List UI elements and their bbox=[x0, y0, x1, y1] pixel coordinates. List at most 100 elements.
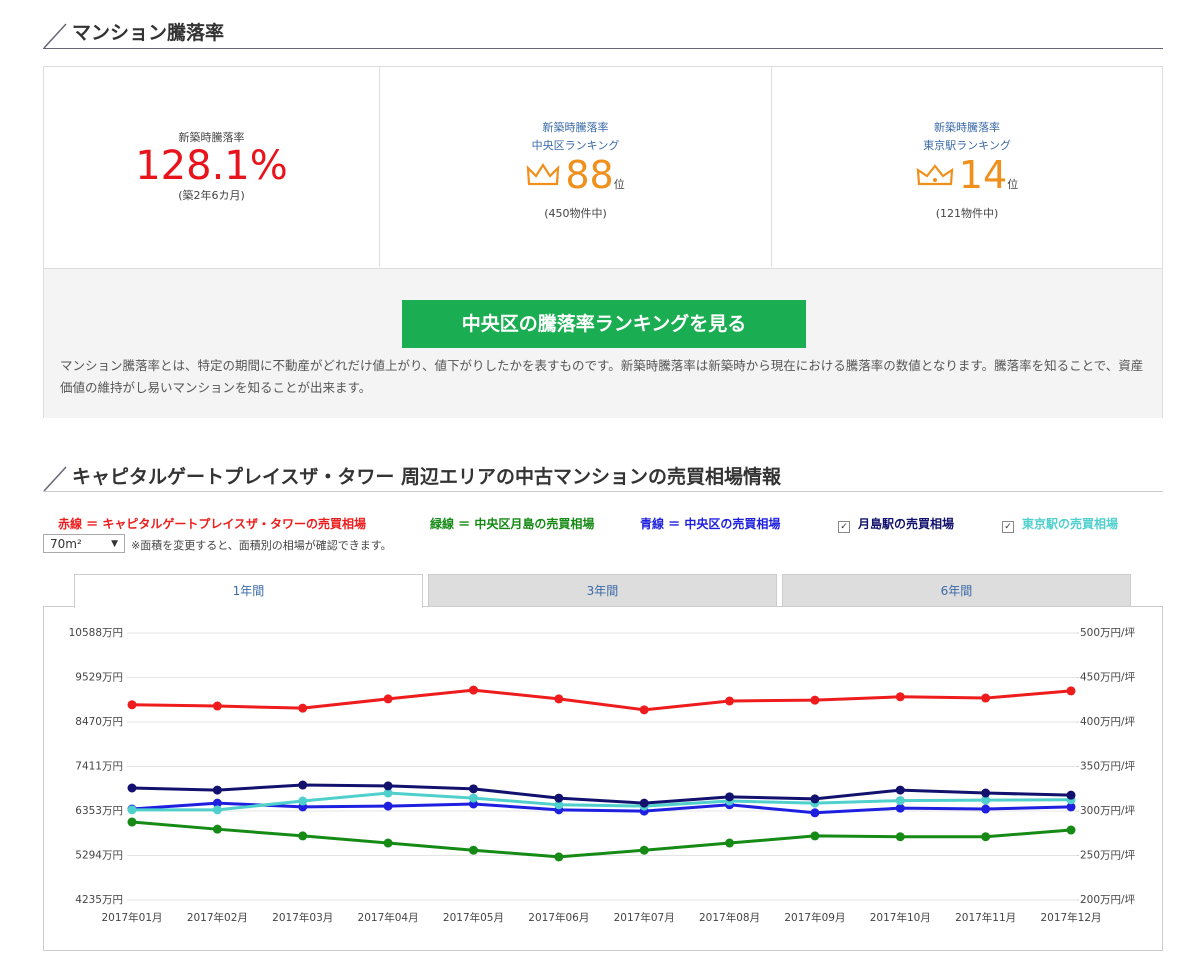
chart-frame bbox=[43, 606, 1163, 951]
heading-rule bbox=[43, 48, 1163, 49]
y-tick-label: 7411万円 bbox=[75, 761, 123, 773]
data-point bbox=[554, 800, 564, 810]
checkbox[interactable]: ✓ bbox=[1002, 521, 1014, 533]
data-point bbox=[725, 792, 735, 802]
data-point bbox=[383, 781, 393, 791]
data-point bbox=[895, 803, 905, 813]
y2-tick-label: 450万円/坪 bbox=[1080, 671, 1136, 684]
data-point bbox=[639, 798, 649, 808]
legend-entry[interactable]: ✓ 東京駅の売買相場 bbox=[1002, 515, 1118, 533]
x-tick-label: 2017年05月 bbox=[443, 911, 504, 924]
y-tick-label: 5294万円 bbox=[75, 849, 123, 861]
data-point bbox=[468, 784, 478, 794]
heading-slash bbox=[43, 23, 67, 49]
y-tick-label: 6353万円 bbox=[75, 805, 123, 817]
rank: 14位 bbox=[772, 155, 1162, 205]
heading-rule bbox=[43, 491, 1163, 492]
data-point bbox=[468, 793, 478, 803]
data-point bbox=[554, 694, 564, 704]
y2-tick-label: 300万円/坪 bbox=[1080, 804, 1136, 817]
stat-label: 新築時騰落率 bbox=[934, 121, 1000, 134]
area-select[interactable]: 70m² ▼ bbox=[43, 534, 125, 553]
legend-label: 赤線 ＝ キャピタルゲートプレイスザ・タワーの売買相場 bbox=[58, 517, 366, 531]
data-point bbox=[383, 838, 393, 848]
x-tick-label: 2017年04月 bbox=[358, 911, 419, 924]
x-tick-label: 2017年09月 bbox=[784, 911, 845, 924]
y2-tick-label: 500万円/坪 bbox=[1080, 626, 1136, 639]
data-point bbox=[212, 824, 222, 834]
legend-label: 青線 ＝ 中央区の売買相場 bbox=[640, 517, 781, 531]
heading-slash bbox=[43, 466, 67, 492]
legend-entry[interactable]: ✓ 月島駅の売買相場 bbox=[838, 515, 954, 533]
crown-icon bbox=[916, 164, 954, 186]
data-point bbox=[554, 852, 564, 862]
rank-unit: 位 bbox=[613, 178, 625, 191]
data-point bbox=[212, 798, 222, 808]
series-line bbox=[131, 783, 1072, 805]
data-point bbox=[895, 785, 905, 795]
data-point bbox=[468, 685, 478, 695]
tab[interactable]: 6年間 bbox=[782, 574, 1131, 606]
stat-label: 東京駅ランキング bbox=[923, 139, 1011, 152]
checkbox[interactable]: ✓ bbox=[838, 521, 850, 533]
data-point bbox=[981, 788, 991, 798]
data-point bbox=[554, 793, 564, 803]
stat-note: (121物件中) bbox=[935, 207, 999, 220]
chart: 4235万円 5294万円 6353万円 7411万円 8470万円 9529万円 1058… bbox=[43, 606, 1163, 951]
data-point bbox=[725, 696, 735, 706]
data-point bbox=[981, 795, 991, 805]
y2-tick-label: 350万円/坪 bbox=[1080, 760, 1136, 773]
tab[interactable]: 3年間 bbox=[428, 574, 777, 606]
stat-note: (築2年6カ月) bbox=[178, 189, 245, 202]
select-value: 70m² bbox=[50, 537, 82, 551]
data-point bbox=[127, 700, 137, 710]
data-point bbox=[127, 817, 137, 827]
data-point bbox=[1066, 686, 1076, 696]
description: マンション騰落率とは、特定の期間に不動産がどれだけ値上がり、値下がりしたかを表す… bbox=[60, 358, 1144, 395]
y2-tick-label: 200万円/坪 bbox=[1080, 893, 1136, 906]
data-point bbox=[810, 794, 820, 804]
y2-tick-label: 250万円/坪 bbox=[1080, 849, 1136, 862]
rank-number: 14 bbox=[958, 153, 1008, 197]
y2-tick-label: 400万円/坪 bbox=[1080, 715, 1136, 728]
data-point bbox=[895, 796, 905, 806]
data-point bbox=[895, 692, 905, 702]
data-point bbox=[725, 838, 735, 848]
data-point bbox=[212, 701, 222, 711]
legend-label: 東京駅の売買相場 bbox=[1022, 517, 1119, 531]
data-point bbox=[895, 832, 905, 842]
stat-label: 新築時騰落率 bbox=[542, 121, 609, 134]
x-tick-label: 2017年12月 bbox=[1040, 911, 1101, 924]
ranking-button[interactable]: 中央区の騰落率ランキングを見る bbox=[402, 300, 806, 348]
stats-panel: 新築時騰落率 128.1% (築2年6カ月) 新築時騰落率 中央区ランキング 8… bbox=[43, 66, 1163, 418]
rank: 88位 bbox=[380, 155, 771, 205]
select-note: ※面積を変更すると、面積別の相場が確認できます。 bbox=[131, 539, 392, 552]
data-point bbox=[298, 703, 308, 713]
section-title: キャピタルゲートプレイスザ・タワー 周辺エリアの中古マンションの売買相場情報 bbox=[72, 466, 782, 488]
series-line bbox=[131, 688, 1072, 712]
legend-entry: 赤線 ＝ キャピタルゲートプレイスザ・タワーの売買相場 bbox=[58, 515, 366, 532]
x-tick-label: 2017年11月 bbox=[955, 911, 1016, 924]
stat-card: 新築時騰落率 128.1% (築2年6カ月) bbox=[44, 67, 380, 267]
data-point bbox=[1066, 825, 1076, 835]
tab[interactable]: 1年間 bbox=[74, 574, 423, 608]
info-area: 中央区の騰落率ランキングを見る マンション騰落率とは、特定の期間に不動産がどれだ… bbox=[44, 268, 1162, 418]
legend-entry: 緑線 ＝ 中央区月島の売買相場 bbox=[430, 515, 594, 532]
data-point bbox=[981, 832, 991, 842]
legend-label: 緑線 ＝ 中央区月島の売買相場 bbox=[430, 517, 595, 531]
data-point bbox=[383, 801, 393, 811]
x-tick-label: 2017年07月 bbox=[614, 911, 675, 924]
data-point bbox=[810, 831, 820, 841]
section-title: マンション騰落率 bbox=[72, 22, 225, 44]
stat-value: 128.1% bbox=[135, 143, 288, 189]
data-point bbox=[810, 808, 820, 818]
data-point bbox=[383, 694, 393, 704]
data-point bbox=[212, 805, 222, 815]
data-point bbox=[1066, 802, 1076, 812]
data-point bbox=[1066, 790, 1076, 800]
data-point bbox=[212, 785, 222, 795]
legend-label: 月島駅の売買相場 bbox=[858, 517, 955, 531]
data-point bbox=[981, 693, 991, 703]
stat-label: 中央区ランキング bbox=[531, 139, 620, 152]
